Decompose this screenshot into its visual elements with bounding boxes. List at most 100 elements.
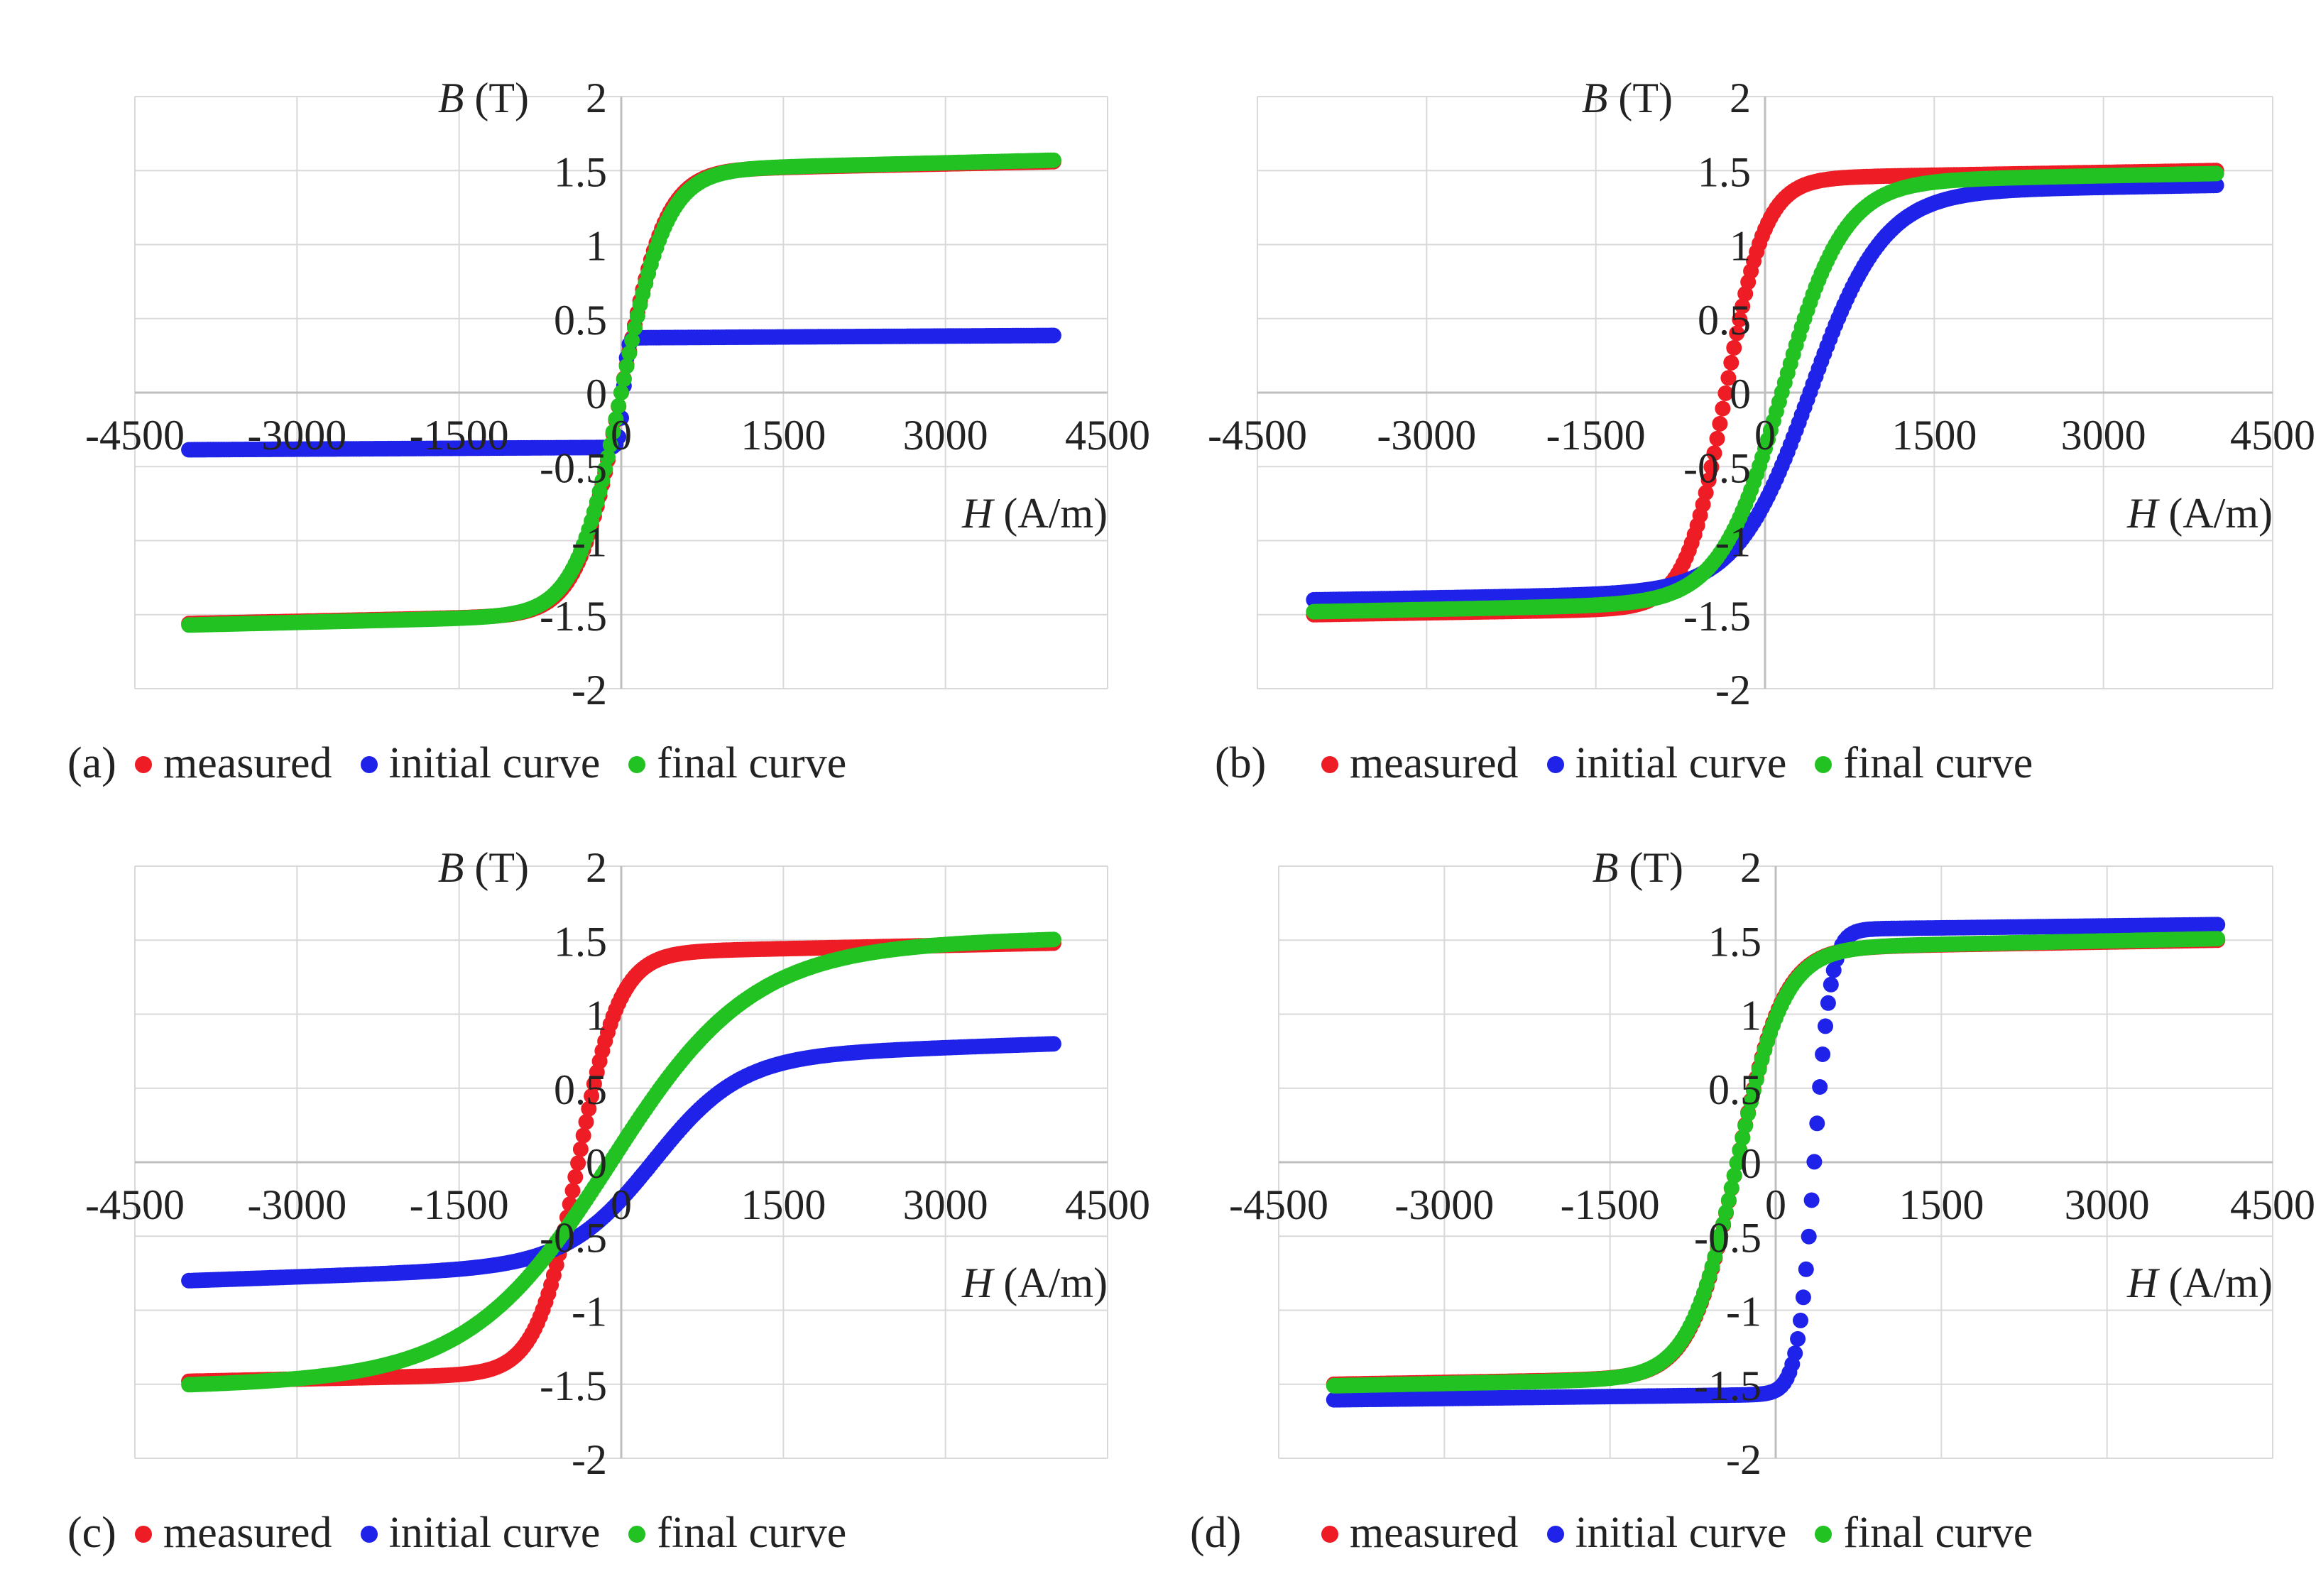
chart-panel-4: -4500 -3000 -1500 0 1500 3000 4500 -2 -1.5 -1 -0.5… [1158,798,2316,1596]
data-point [1823,976,1839,993]
data-point [1700,472,1717,488]
y-tick-label: 1.5 [554,148,607,195]
x-tick-label: -1500 [410,412,509,459]
legend-marker [135,755,152,773]
data-point [564,1183,581,1199]
legend-label: initial curve [388,1509,601,1557]
y-tick-label: 1.5 [554,918,607,965]
legend-marker [1546,755,1564,773]
data-point [1723,1180,1739,1196]
data-point [1818,1018,1833,1034]
x-tick-label: 1500 [1899,1181,1984,1228]
data-point [572,1141,589,1157]
data-point [1729,325,1745,341]
legend-item: initial curve [1546,738,1787,789]
data-point [621,345,638,361]
legend-item: initial curve [1546,1508,1786,1558]
series-final-curve [1326,931,2226,1394]
data-point [1726,339,1742,356]
data-point [1720,370,1737,386]
data-point [618,358,635,374]
chart-panel-3: -4500 -3000 -1500 0 1500 3000 4500 -2 -1.5 -1 -0.5… [0,798,1158,1596]
data-point [575,1127,591,1144]
chart-panel-2: -4500 -3000 -1500 0 1500 3000 4500 -2 -1.5 -1 -0.5… [1158,0,2316,798]
panel-label: (d) [1190,1509,1242,1557]
legend-marker [360,1525,378,1543]
x-tick-label: 3000 [903,412,988,459]
chart-svg: -4500 -3000 -1500 0 1500 3000 4500 -2 -1.5 -1 -0.5… [1229,844,2315,1483]
data-point [1732,1142,1748,1159]
y-tick-label: 1.5 [1708,918,1761,965]
y-tick-label: -0.5 [1683,444,1751,491]
x-axis-label: H (A/m) [2126,490,2273,537]
legend-label: measured [163,1509,332,1557]
y-tick-label: -1.5 [1694,1362,1761,1409]
data-point [597,461,613,477]
y-tick-label: 0 [586,371,607,417]
y-tick-label: -2 [1726,1436,1761,1483]
chart-panel-1: -4500 -3000 -1500 0 1500 3000 4500 -2 -1.5 -1 -0.5… [0,0,1158,798]
legend-label: final curve [657,739,847,787]
data-point [1809,1115,1825,1132]
x-tick-label: 0 [611,1181,632,1228]
x-tick-label: 0 [611,412,632,459]
y-tick-label: -2 [1715,667,1751,714]
data-point [2210,931,2226,947]
data-point [1045,327,1061,344]
legend-marker [1321,755,1338,773]
legend-item: measured [135,738,332,789]
y-tick-label: 2 [1740,844,1761,891]
data-point [1720,1192,1737,1208]
data-point [2208,177,2224,194]
data-point [567,1169,584,1185]
series-final-curve [181,931,1061,1393]
y-tick-label: -1.5 [540,1362,607,1409]
legend-item: measured [1321,1508,1519,1558]
data-point [1801,1228,1817,1245]
data-point [1695,496,1711,513]
y-tick-label: -1.5 [540,593,607,640]
x-tick-label: 4500 [2230,1181,2315,1228]
data-point [1729,1155,1745,1171]
y-tick-label: 0.5 [554,1066,607,1113]
x-tick-label: 1500 [741,412,826,459]
data-point [1803,1192,1820,1208]
y-tick-label: 1 [586,993,607,1039]
series-final-curve [181,152,1061,633]
y-tick-label: 1.5 [1698,148,1751,195]
legend-item: initial curve [360,1508,601,1558]
legend-marker [1546,1525,1564,1543]
y-tick-label: -0.5 [540,444,607,491]
legend-marker [1815,1525,1832,1543]
data-point [605,424,621,440]
x-tick-label: -3000 [1377,412,1476,459]
x-tick-label: 0 [1754,412,1776,459]
data-point [624,332,640,349]
x-tick-label: 1500 [1891,412,1977,459]
series-initial-curve [1326,917,2226,1408]
x-tick-label: 4500 [1065,412,1150,459]
x-tick-label: -4500 [85,412,185,459]
legend-item: final curve [1815,738,2033,789]
y-axis-label: B (T) [438,844,529,891]
data-point [584,1088,600,1104]
legend-label: initial curve [1575,739,1787,787]
data-point [1045,152,1061,168]
data-point [1703,459,1720,475]
legend-marker [360,755,378,773]
data-point [1820,995,1836,1011]
data-point [613,385,629,400]
y-tick-label: 1 [1740,993,1761,1039]
legend-item: measured [1321,738,1519,789]
x-axis-label: H (A/m) [961,1259,1108,1306]
y-tick-label: -2 [572,1436,607,1483]
data-point [1790,1330,1806,1347]
data-point [1718,1204,1734,1220]
panel-label: (a) [67,739,116,787]
x-tick-label: -3000 [1394,1181,1494,1228]
data-point [1723,354,1739,371]
data-point [611,398,627,414]
data-point [1737,1117,1754,1134]
data-point [2208,165,2224,182]
